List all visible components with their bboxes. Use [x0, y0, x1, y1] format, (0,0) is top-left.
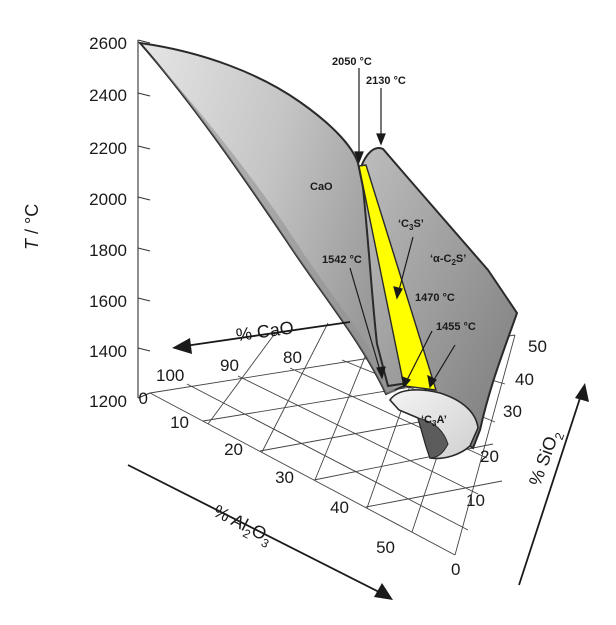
t-tick: 2000 [89, 190, 127, 209]
al2o3-axis-ticks: 0 10 20 30 40 50 [139, 389, 395, 557]
t-tick: 1600 [89, 292, 127, 311]
cao-axis-label: % CaO [235, 317, 295, 345]
sio2-tick: 20 [480, 447, 499, 466]
label-2050: 2050 °C [332, 56, 372, 68]
label-1542: 1542 °C [322, 254, 362, 266]
label-cao-phase: CaO [310, 181, 333, 193]
cao-tick: 80 [283, 348, 302, 367]
sio2-tick: 40 [515, 370, 534, 389]
al2o3-axis-arrow [127, 464, 393, 600]
t-axis-tick-labels: 2600 2400 2200 2000 1800 1600 1400 1200 [89, 34, 127, 411]
grid-edge-sio2 [454, 334, 516, 556]
label-c3s-phase: ‘C3S’ [398, 218, 424, 232]
label-1470: 1470 °C [415, 292, 455, 304]
sio2-tick: 30 [503, 402, 522, 421]
t-tick: 2400 [89, 86, 127, 105]
sio2-tick: 50 [528, 337, 547, 356]
al2o3-tick: 0 [139, 389, 148, 408]
annotation-arrows [349, 68, 456, 389]
sio2-axis-arrow [518, 383, 589, 586]
c2s-field-surface [359, 147, 519, 450]
label-2130: 2130 °C [366, 75, 406, 87]
t-tick: 1800 [89, 241, 127, 260]
sio2-tick: 10 [466, 491, 485, 510]
label-c2s-phase: ‘α-C2S’ [430, 253, 466, 267]
c3a-field-lip [417, 417, 449, 459]
al2o3-tick: 20 [224, 440, 243, 459]
al2o3-tick: 10 [170, 413, 189, 432]
t-tick: 2200 [89, 139, 127, 158]
cao-tick: 90 [220, 356, 239, 375]
grid-edge-al2o3 [149, 392, 456, 556]
al2o3-axis-label: % Al2O3 [208, 501, 276, 551]
sio2-tick: 0 [451, 560, 460, 579]
cao-tick: 100 [156, 366, 184, 385]
t-tick: 1400 [89, 342, 127, 361]
label-c3a-phase: ‘C3A’ [421, 414, 447, 428]
al2o3-tick: 40 [330, 498, 349, 517]
cao-field-underside [140, 43, 396, 394]
c3s-field-surface [358, 164, 437, 391]
cao-axis-arrow [172, 321, 351, 354]
t-tick: 2600 [89, 34, 127, 53]
sio2-axis-ticks: 0 10 20 30 40 50 [451, 337, 547, 579]
t-axis-label: T / °C [22, 204, 42, 250]
t-tick: 1200 [89, 392, 127, 411]
label-1455: 1455 °C [436, 321, 476, 333]
al2o3-tick: 30 [275, 468, 294, 487]
al2o3-tick: 50 [376, 538, 395, 557]
t-axis [137, 39, 151, 399]
